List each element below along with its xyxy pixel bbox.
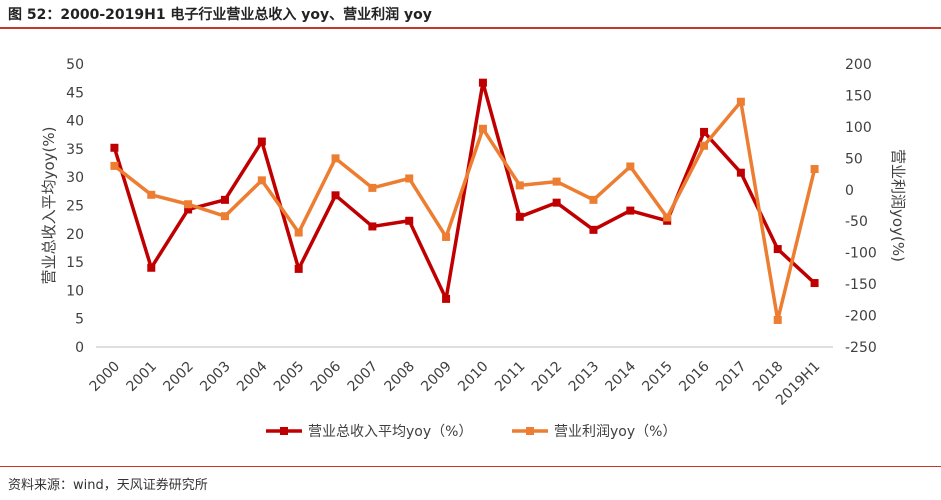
left-axis-ticks: 0 5 10 15 20 25 30 35 40 45 50 (66, 57, 84, 356)
left-tick-label: 35 (66, 142, 84, 158)
left-tick-label: 20 (66, 227, 84, 243)
x-tick-label: 2002 (160, 358, 197, 395)
x-tick-label: 2003 (197, 358, 234, 395)
x-tick-label: 2001 (124, 358, 161, 395)
left-tick-label: 40 (66, 114, 84, 130)
legend-swatch-marker (526, 427, 534, 435)
series-2-point (552, 177, 561, 186)
top-divider (0, 27, 941, 29)
x-tick-label: 2000 (87, 358, 124, 395)
legend: 营业总收入平均yoy（%） 营业利润yoy（%） (266, 424, 676, 440)
right-tick-label: 0 (845, 183, 854, 199)
series-1-point (147, 263, 156, 272)
series-layer (110, 78, 819, 324)
right-axis-title: 营业利润yoy(%) (889, 149, 907, 262)
right-tick-label: -200 (845, 309, 877, 325)
right-tick-label: 50 (845, 151, 863, 167)
series-1-point (589, 225, 598, 234)
x-tick-label: 2014 (603, 358, 640, 395)
left-tick-label: 5 (75, 312, 84, 328)
legend-label: 营业利润yoy（%） (554, 424, 676, 440)
series-1-point (405, 216, 414, 225)
series-1-point (184, 205, 193, 214)
left-tick-label: 25 (66, 199, 84, 215)
right-axis-ticks: -250 -200 -150 -100 -50 0 50 100 150 200 (845, 57, 877, 356)
series-1-point (552, 198, 561, 207)
left-tick-label: 30 (66, 170, 84, 186)
series-2-point (257, 176, 266, 185)
series-1-point (700, 127, 709, 136)
left-axis-title: 营业总收入平均yoy(%) (40, 127, 58, 285)
series-1-point (773, 245, 782, 254)
series-2-point (478, 124, 487, 133)
series-2-point (184, 200, 193, 209)
series-2-point (773, 315, 782, 324)
series-2-point (147, 190, 156, 199)
legend-swatch-marker (280, 427, 288, 435)
series-1-point (736, 168, 745, 177)
x-tick-label: 2011 (492, 358, 529, 395)
bottom-divider (0, 466, 941, 467)
x-tick-label: 2015 (639, 358, 676, 395)
series-2-point (331, 154, 340, 163)
x-tick-label: 2013 (566, 358, 603, 395)
series-2-point (294, 228, 303, 237)
right-tick-label: 100 (845, 120, 872, 136)
x-tick-label: 2017 (713, 358, 750, 395)
line-chart: 0 5 10 15 20 25 30 35 40 45 50 -250 -200 -150 -100 -50… (40, 57, 907, 440)
legend-label: 营业总收入平均yoy（%） (308, 424, 472, 440)
source-note: 资料来源：wind，天风证券研究所 (8, 478, 208, 493)
series-1-point (110, 143, 119, 152)
series-1-point (478, 78, 487, 87)
series-1-point (810, 279, 819, 288)
right-tick-label: -50 (845, 214, 868, 230)
series-2-point (442, 232, 451, 241)
series-1-point (626, 206, 635, 215)
series-1-point (331, 191, 340, 200)
series-2-point (663, 213, 672, 222)
x-tick-label: 2007 (345, 358, 382, 395)
right-tick-label: -150 (845, 277, 877, 293)
chart-figure-title: 图 52：2000-2019H1 电子行业营业总收入 yoy、营业利润 yoy (8, 7, 432, 23)
series-1-point (442, 294, 451, 303)
right-tick-label: 200 (845, 57, 872, 73)
left-tick-label: 0 (75, 340, 84, 356)
series-2-point (110, 161, 119, 170)
series-2-point (515, 181, 524, 190)
x-tick-label: 2004 (234, 358, 271, 395)
right-tick-label: -250 (845, 340, 877, 356)
x-tick-label: 2005 (271, 358, 308, 395)
x-tick-label: 2016 (676, 358, 713, 395)
x-tick-label: 2008 (381, 358, 418, 395)
left-tick-label: 45 (66, 85, 84, 101)
x-tick-label: 2006 (308, 358, 345, 395)
series-1-point (294, 264, 303, 273)
series-1-point (220, 195, 229, 204)
x-tick-label: 2012 (529, 358, 566, 395)
right-tick-label: 150 (845, 88, 872, 104)
x-tick-label: 2009 (418, 358, 455, 395)
left-tick-label: 15 (66, 255, 84, 271)
series-1-point (257, 137, 266, 146)
series-2-point (405, 174, 414, 183)
series-1-line (112, 80, 816, 301)
right-tick-label: -100 (845, 246, 877, 262)
left-tick-label: 50 (66, 57, 84, 73)
x-axis: 2000 2001 2002 2003 2004 2005 2006 2007 2008 2009… (87, 346, 833, 409)
series-2-line (113, 99, 817, 322)
series-2-point (700, 141, 709, 150)
series-2-point (626, 162, 635, 171)
series-2-point (368, 183, 377, 192)
left-tick-label: 10 (66, 283, 84, 299)
series-2-point (736, 97, 745, 106)
series-2-point (589, 195, 598, 204)
series-2-point (810, 165, 819, 174)
series-1-point (368, 222, 377, 231)
series-2-point (220, 212, 229, 221)
x-tick-label: 2010 (455, 358, 492, 395)
series-1-point (515, 212, 524, 221)
